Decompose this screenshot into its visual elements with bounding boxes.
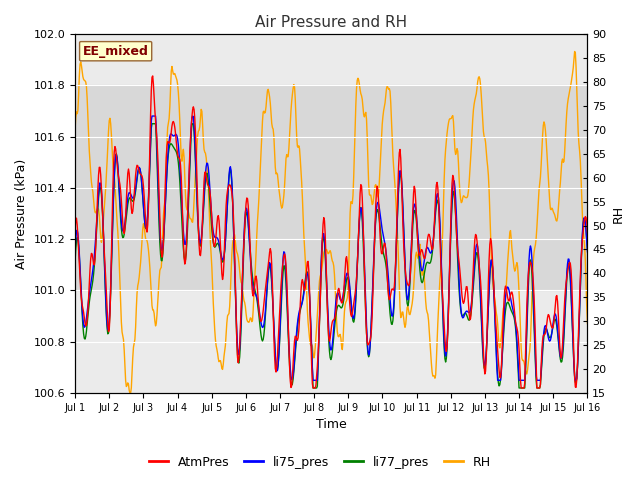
li77_pres xyxy=(309,385,317,391)
RH xyxy=(71,128,79,134)
Line: li77_pres: li77_pres xyxy=(75,124,588,388)
li75_pres xyxy=(395,184,403,190)
li75_pres xyxy=(213,235,221,240)
RH xyxy=(134,283,141,289)
li77_pres xyxy=(71,259,79,265)
RH xyxy=(213,346,221,352)
li75_pres xyxy=(81,324,88,330)
Text: EE_mixed: EE_mixed xyxy=(83,45,148,58)
Legend: AtmPres, li75_pres, li77_pres, RH: AtmPres, li75_pres, li77_pres, RH xyxy=(144,451,496,474)
li77_pres xyxy=(81,336,88,341)
RH xyxy=(186,215,194,221)
li77_pres xyxy=(395,186,403,192)
RH xyxy=(81,77,88,83)
AtmPres xyxy=(309,385,317,391)
li75_pres xyxy=(71,249,79,254)
li75_pres xyxy=(410,205,417,211)
RH xyxy=(126,390,134,396)
AtmPres xyxy=(71,228,79,234)
li75_pres xyxy=(309,377,317,383)
Line: AtmPres: AtmPres xyxy=(75,76,588,388)
RH xyxy=(394,240,402,246)
Line: RH: RH xyxy=(75,51,588,393)
li77_pres xyxy=(410,213,417,218)
Bar xyxy=(75,85,588,290)
AtmPres xyxy=(81,314,88,320)
RH xyxy=(409,295,417,300)
li75_pres xyxy=(148,113,156,119)
li77_pres xyxy=(186,163,194,169)
AtmPres xyxy=(395,164,403,169)
li77_pres xyxy=(213,241,221,247)
Y-axis label: Air Pressure (kPa): Air Pressure (kPa) xyxy=(15,158,28,269)
AtmPres xyxy=(133,162,141,168)
Line: li75_pres: li75_pres xyxy=(75,116,588,380)
li77_pres xyxy=(148,121,156,127)
RH xyxy=(571,48,579,54)
li75_pres xyxy=(133,174,141,180)
AtmPres xyxy=(410,190,417,196)
AtmPres xyxy=(186,151,194,156)
li77_pres xyxy=(133,176,141,182)
Y-axis label: RH: RH xyxy=(612,204,625,223)
li75_pres xyxy=(186,156,194,162)
RH xyxy=(584,321,591,326)
li75_pres xyxy=(584,249,591,255)
AtmPres xyxy=(584,230,591,236)
Title: Air Pressure and RH: Air Pressure and RH xyxy=(255,15,407,30)
X-axis label: Time: Time xyxy=(316,419,347,432)
AtmPres xyxy=(149,73,157,79)
li77_pres xyxy=(584,246,591,252)
AtmPres xyxy=(213,222,221,228)
